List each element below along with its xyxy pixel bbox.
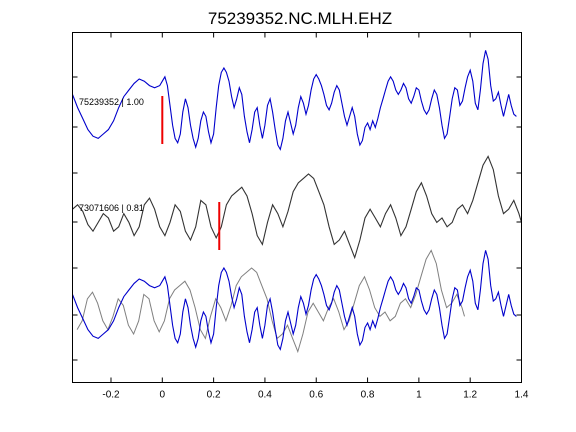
x-tick-label-7: 1.2 [463,390,477,401]
tick-label-layer: -0.2 0 0.2 0.4 0.6 0.8 1 1.2 1.4 [102,390,529,401]
pick-layer [161,96,221,250]
tick-layer [72,32,522,383]
x-tick-label-4: 0.6 [309,390,323,401]
trace-2-line [71,250,517,351]
trace-1-line [72,155,523,260]
trace-label-0: 75239352 | 1.00 [79,97,144,107]
trace-3-line [76,249,465,354]
x-tick-label-2: 0.2 [207,390,221,401]
trace-label-layer: 75239352 | 1.00 73071606 | 0.81 [79,97,144,213]
x-tick-label-0: -0.2 [102,390,120,401]
trace-0-line [71,50,517,151]
x-tick-label-5: 0.8 [361,390,375,401]
x-tick-label-8: 1.4 [515,390,529,401]
trace-layer [71,50,523,354]
plot-frame [72,32,522,383]
x-tick-label-6: 1 [416,390,422,401]
chart-title: 75239352.NC.MLH.EHZ [208,9,392,28]
x-tick-label-3: 0.4 [258,390,272,401]
trace-label-1: 73071606 | 0.81 [79,203,144,213]
x-tick-label-1: 0 [160,390,166,401]
